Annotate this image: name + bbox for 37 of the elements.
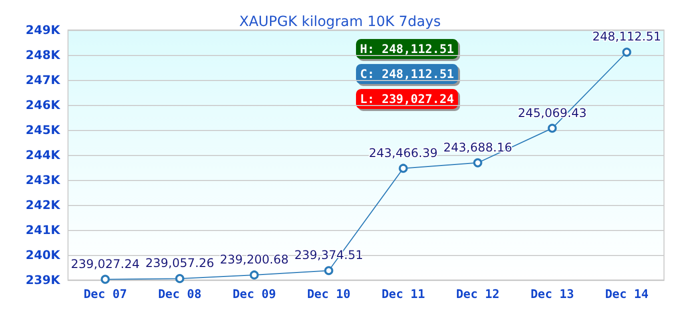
y-tick-label: 248K (26, 48, 61, 62)
chart-title: XAUPGK kilogram 10K 7days (239, 14, 441, 30)
y-tick-label: 242K (26, 198, 61, 212)
point (100, 274, 110, 284)
point (175, 274, 184, 284)
x-tick-label: Dec 12 (456, 287, 500, 301)
point (473, 158, 482, 168)
x-tick-label: Dec 13 (530, 287, 574, 301)
point (250, 270, 259, 280)
x-tick-label: Dec 07 (84, 287, 127, 301)
y-tick-label: 249K (26, 23, 61, 37)
point (622, 48, 632, 57)
y-tick-label: 241K (26, 223, 61, 237)
point (548, 124, 557, 133)
y-tick-label: 244K (26, 148, 61, 162)
point (324, 266, 334, 276)
y-tick-label: 246K (26, 98, 61, 112)
annotation: C: 248,112.51 (360, 67, 454, 81)
point (398, 164, 408, 173)
x-tick-label: Dec 08 (158, 287, 202, 301)
y-tick-label: 243K (26, 173, 61, 187)
x-tick-label: Dec 09 (232, 287, 276, 301)
y-tick-label: 239K (26, 273, 61, 287)
x-tick-label: Dec 11 (382, 287, 425, 301)
data-label: 248,112.51 (592, 30, 662, 44)
x-tick-label: Dec 14 (605, 287, 648, 301)
annotation: H: 248,112.51 (360, 42, 454, 56)
y-tick-label: 247K (26, 73, 61, 87)
data-label: 243,688.16 (443, 140, 512, 154)
data-label: 239,027.24 (70, 256, 140, 271)
y-tick-label: 240K (26, 248, 61, 262)
y-tick-label: 245K (26, 123, 61, 137)
data-label: 239,057.26 (145, 256, 214, 270)
data-label: 239,200.68 (220, 252, 289, 266)
data-label: 243,466.39 (368, 146, 438, 160)
annotation: L: 239,027.24 (360, 92, 454, 106)
x-tick-label: Dec 10 (307, 287, 350, 301)
